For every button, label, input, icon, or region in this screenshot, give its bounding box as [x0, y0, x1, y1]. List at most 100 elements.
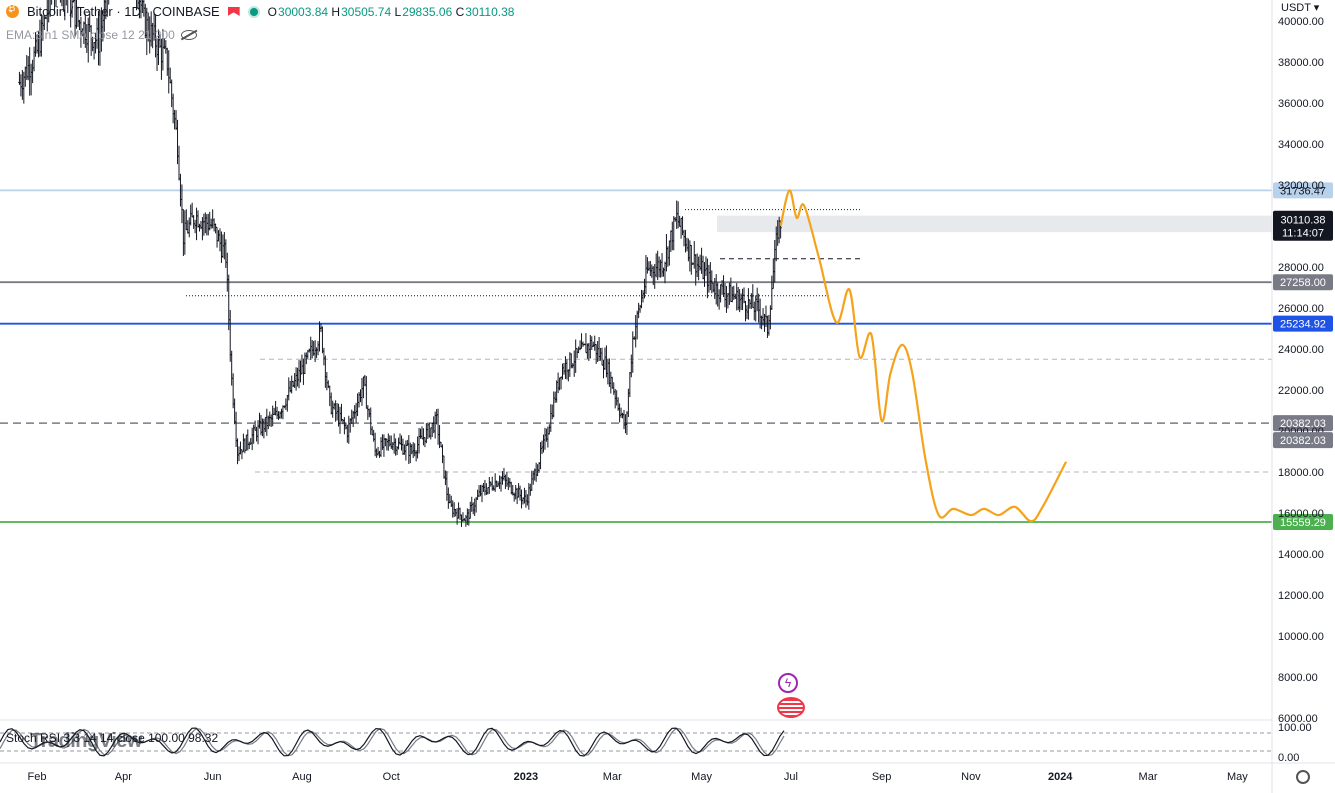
candle — [239, 441, 242, 455]
candle — [738, 289, 741, 313]
candle — [608, 358, 611, 387]
candle — [684, 229, 687, 253]
x-tick-0: Feb — [28, 771, 47, 783]
candle — [354, 402, 358, 423]
candle — [253, 420, 257, 431]
candle — [719, 284, 722, 303]
candle — [422, 428, 425, 446]
level-tag-label-0: 31736.47 — [1280, 185, 1326, 197]
candle — [310, 339, 314, 359]
candle — [755, 287, 759, 312]
candle — [394, 438, 397, 456]
ema-indicator-legend[interactable]: EMA:3in1 SMA close 12 21 200 — [6, 28, 197, 42]
stoch-rsi-legend[interactable]: Stoch RSI 3 3 14 14 close 100.00 98.32 — [6, 731, 219, 745]
symbol-title[interactable]: Bitcoin / Tether · 1D · COINBASE — [27, 4, 220, 19]
candle — [261, 418, 264, 437]
x-tick-2: Jun — [204, 771, 222, 783]
gear-icon[interactable] — [1296, 770, 1310, 784]
candle — [649, 260, 652, 277]
candle — [685, 237, 689, 252]
us-flag-icon[interactable] — [777, 697, 805, 718]
candle — [202, 213, 206, 236]
candle — [372, 429, 375, 442]
candle — [414, 450, 418, 462]
candle — [21, 69, 24, 100]
candle — [631, 331, 634, 373]
candle — [715, 274, 718, 305]
candle — [507, 477, 510, 491]
level-tag-1: 27258.00 — [1273, 274, 1333, 291]
candle — [369, 407, 372, 435]
candle — [294, 367, 298, 391]
candle — [198, 223, 201, 232]
candle — [647, 261, 651, 271]
candle — [565, 359, 569, 380]
candle — [657, 256, 661, 278]
candle — [324, 355, 327, 388]
candle — [438, 425, 441, 449]
candle — [318, 321, 321, 352]
price-tag-label: 30110.38 — [1280, 215, 1325, 227]
candle — [357, 391, 361, 408]
candle — [19, 74, 23, 97]
candle — [359, 389, 362, 403]
candle — [473, 498, 476, 517]
candle — [770, 275, 774, 311]
tradingview-watermark: TradingView — [30, 730, 142, 752]
candle — [205, 214, 209, 236]
candle — [412, 442, 415, 459]
candle — [190, 202, 194, 218]
candle — [280, 408, 283, 419]
candle — [360, 377, 364, 406]
candle — [493, 473, 497, 492]
candle — [603, 347, 607, 370]
price-countdown: 11:14:07 — [1282, 228, 1324, 240]
candle — [567, 369, 570, 382]
candle — [660, 253, 664, 277]
x-tick-1: Apr — [115, 771, 132, 783]
candle — [445, 471, 449, 501]
candle — [562, 362, 566, 375]
level-tag-bg-0 — [1273, 182, 1333, 199]
candle — [196, 210, 200, 228]
y-tick-9: 22000.00 — [1278, 385, 1324, 397]
candle — [548, 424, 551, 435]
currency-selector[interactable]: USDT ▾ — [1281, 2, 1320, 14]
x-tick-13: May — [1227, 771, 1248, 783]
candle — [513, 492, 516, 502]
candle — [182, 208, 185, 257]
candle — [32, 46, 36, 72]
stoch-rsi-pane — [0, 727, 1272, 757]
candle — [502, 467, 506, 481]
x-tick-5: 2023 — [514, 771, 538, 783]
y-tick-17: 6000.00 — [1278, 713, 1318, 725]
candle — [356, 393, 359, 417]
y-tick-2: 36000.00 — [1278, 98, 1324, 110]
candle — [526, 494, 529, 506]
candle — [185, 209, 188, 231]
level-tag-bg-3 — [1273, 415, 1333, 432]
candle — [635, 310, 639, 340]
candle — [666, 246, 670, 267]
candle — [682, 229, 686, 247]
candle — [167, 50, 170, 94]
candle — [201, 217, 204, 241]
candle — [217, 230, 220, 242]
candle — [747, 288, 750, 320]
candle — [628, 371, 632, 398]
candle — [524, 489, 528, 508]
flag-icon[interactable] — [227, 7, 240, 16]
candle — [281, 405, 285, 420]
eye-hidden-icon[interactable] — [180, 30, 197, 40]
level-tag-label-4: 15559.29 — [1280, 517, 1326, 529]
candle — [592, 341, 595, 348]
candle — [255, 426, 258, 442]
candle — [398, 433, 402, 445]
y-tick-6: 28000.00 — [1278, 262, 1324, 274]
lightning-icon[interactable]: ϟ — [778, 673, 798, 693]
candle — [376, 446, 380, 456]
candle — [597, 337, 601, 362]
candle — [265, 408, 269, 436]
candle — [622, 409, 626, 430]
